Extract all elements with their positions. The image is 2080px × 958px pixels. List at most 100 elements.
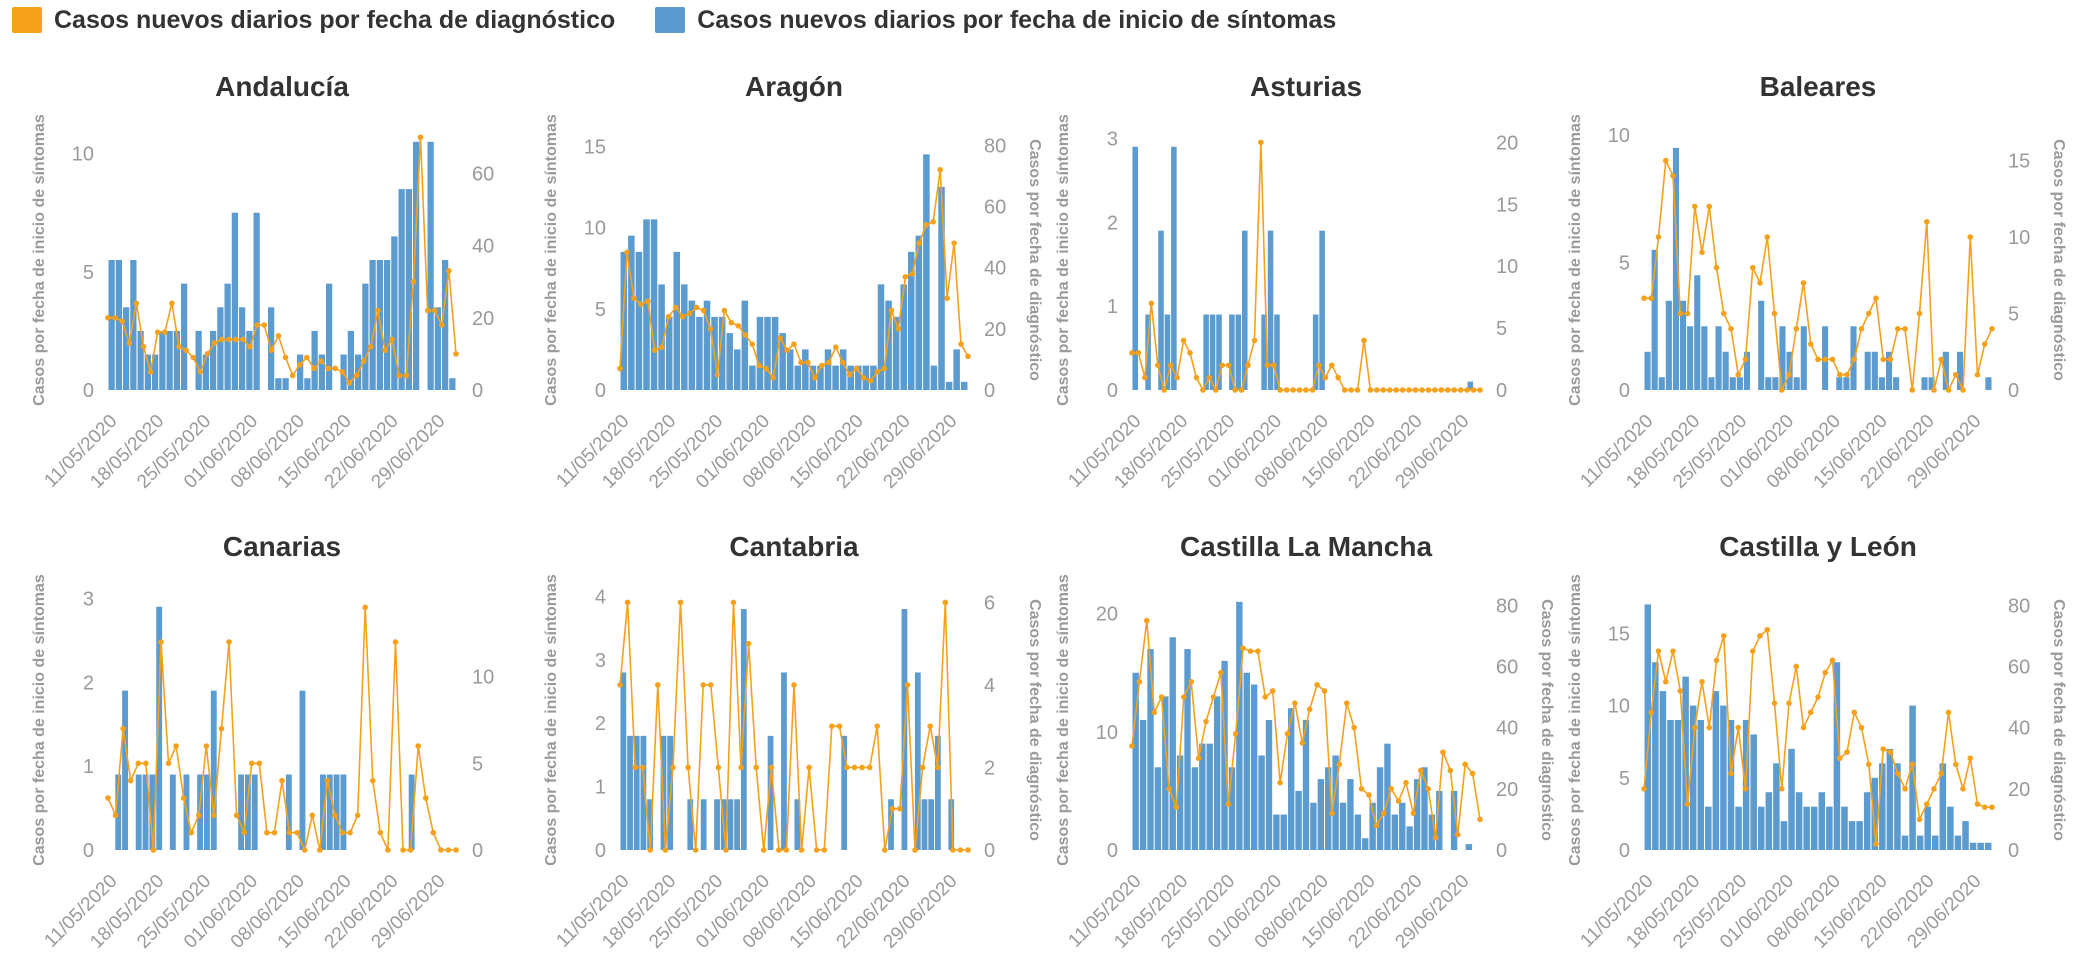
line-point (446, 268, 452, 274)
line-point (1395, 798, 1402, 804)
bar (921, 799, 928, 850)
line-point (1844, 749, 1850, 755)
line-point (1193, 374, 1200, 381)
bar (442, 260, 449, 390)
right-tick-label: 20 (2008, 779, 2030, 801)
line-point (686, 310, 693, 317)
line-point (1916, 816, 1923, 823)
line-point (1931, 786, 1937, 792)
line-point (728, 319, 735, 326)
bar (299, 690, 306, 850)
bar (1467, 381, 1474, 390)
right-tick-label: 40 (984, 258, 1006, 280)
line-point (819, 362, 825, 369)
line-point (665, 313, 672, 320)
bar (197, 774, 204, 850)
chart-title: Asturias (1250, 71, 1362, 102)
line-point (1181, 694, 1187, 700)
line-point (730, 599, 737, 606)
line-point (1386, 387, 1393, 393)
line-point (1670, 648, 1676, 654)
line-point (248, 760, 255, 767)
right-tick-label: 0 (472, 380, 483, 402)
line-point (1742, 786, 1749, 792)
bar (1154, 767, 1162, 850)
line-point (1677, 310, 1684, 317)
line-point (324, 777, 331, 784)
line-point (1916, 310, 1923, 317)
line-point (859, 764, 865, 771)
line-point (127, 777, 134, 784)
bar (914, 672, 921, 850)
line-point (1836, 755, 1843, 762)
line-point (742, 332, 749, 338)
line-point (1931, 387, 1937, 393)
bar (204, 774, 210, 850)
bar (239, 307, 246, 390)
right-axis-label: Casos por fecha de diagnóstico (1026, 599, 1043, 841)
line-point (1277, 387, 1284, 393)
bar (1956, 351, 1964, 390)
line-point (965, 847, 971, 853)
line-point (839, 359, 846, 366)
line-point (617, 682, 623, 688)
line-point (1469, 770, 1476, 777)
line-point (1764, 626, 1771, 633)
bar (333, 774, 340, 850)
line-point (105, 795, 111, 801)
diagnosis-line (108, 137, 457, 385)
bar (681, 284, 688, 390)
line-point (410, 278, 417, 285)
line-point (417, 134, 424, 141)
chart-title: Andalucía (215, 71, 349, 102)
bar (1132, 672, 1139, 850)
legend-item-symptoms[interactable]: Casos nuevos diarios por fecha de inicio… (643, 6, 1336, 35)
line-point (1462, 761, 1468, 768)
line-point (1151, 709, 1158, 716)
line-point (1974, 801, 1981, 807)
line-point (1815, 694, 1821, 700)
line-point (275, 333, 282, 339)
line-point (874, 723, 881, 729)
line-point (1203, 718, 1209, 725)
bar (1147, 649, 1154, 850)
line-point (791, 682, 797, 688)
left-tick-label: 3 (1107, 128, 1118, 150)
line-point (1314, 682, 1320, 688)
bar (1273, 814, 1280, 850)
bar (1969, 842, 1977, 850)
bar (620, 251, 628, 390)
bar (297, 354, 304, 390)
bar (1841, 806, 1848, 850)
bar (1909, 705, 1916, 850)
line-point (1158, 694, 1165, 700)
bar (1319, 230, 1325, 390)
line-point (714, 371, 721, 378)
bar (930, 365, 938, 390)
line-point (1749, 648, 1756, 654)
line-point (1129, 350, 1135, 356)
line-point (1438, 387, 1445, 393)
bar (1765, 792, 1773, 850)
bar (1800, 326, 1807, 390)
bar (384, 260, 391, 390)
line-point (723, 847, 729, 853)
bar (643, 219, 650, 390)
line-point (1477, 387, 1483, 393)
line-point (218, 336, 225, 343)
bar (1779, 326, 1786, 390)
left-tick-label: 3 (83, 588, 94, 610)
right-tick-label: 20 (1496, 779, 1518, 801)
bar (1221, 660, 1228, 850)
bar (1317, 779, 1324, 850)
legend-item-diagnosis[interactable]: Casos nuevos diarios por fecha de diagnó… (0, 6, 615, 35)
line-point (1923, 801, 1930, 807)
line-point (1793, 663, 1800, 670)
bar (1701, 326, 1708, 390)
bar (687, 799, 694, 850)
line-point (1154, 362, 1161, 369)
bar (948, 799, 955, 850)
line-point (902, 274, 909, 280)
bar (285, 774, 292, 850)
line-point (874, 368, 881, 375)
